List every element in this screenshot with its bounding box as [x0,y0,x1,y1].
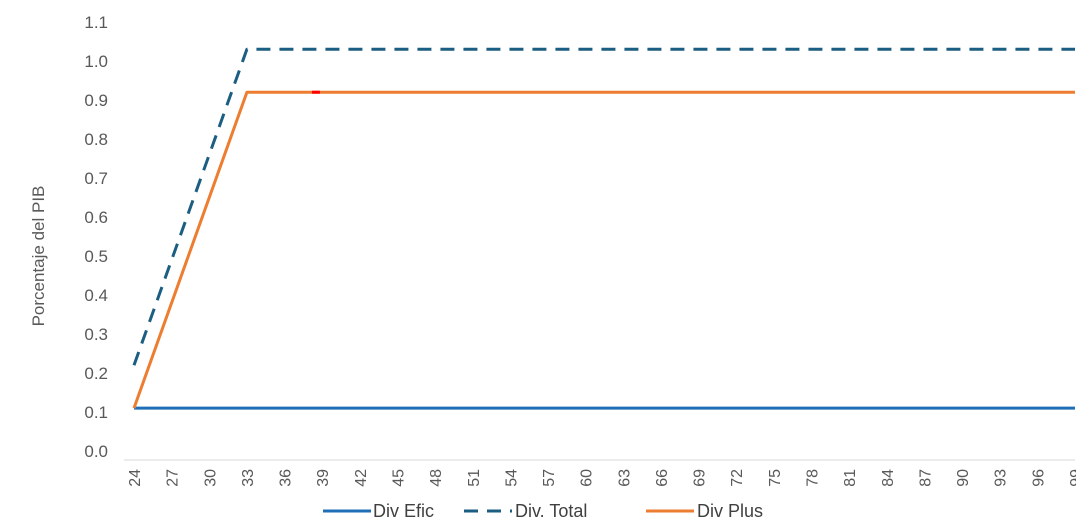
legend-label: Div. Total [515,501,587,521]
x-tick-label: 81 [842,469,859,487]
x-tick-label: 39 [315,469,332,487]
series-line-div-plus [132,90,1075,409]
x-tick-label: 90 [955,469,972,487]
x-tick-label: 63 [616,469,633,487]
x-tick-label: 75 [767,469,784,487]
x-tick-label: 84 [880,469,897,487]
x-tick-label: 78 [805,469,822,487]
legend-label: Div Plus [697,501,763,521]
series-layer [132,47,1075,410]
x-axis-ticks: 24 27 30 33 36 39 42 45 48 51 54 57 60 63 66 69 72 75 78 81… [127,469,1076,487]
x-tick-label: 45 [390,469,407,487]
x-tick-label: 69 [692,469,709,487]
y-tick-label: 0.3 [84,325,108,344]
y-tick-label: 1.1 [84,13,108,32]
y-tick-label: 0.8 [84,130,108,149]
legend-label: Div Efic [373,501,434,521]
x-tick-label: 96 [1030,469,1047,487]
x-tick-label: 87 [917,469,934,487]
x-tick-label: 66 [654,469,671,487]
x-tick-label: 99 [1068,469,1076,487]
x-tick-label: 33 [240,469,257,487]
x-tick-label: 54 [503,469,520,487]
x-tick-label: 60 [579,469,596,487]
y-tick-label: 0.4 [84,286,108,305]
y-tick-label: 0.6 [84,208,108,227]
x-tick-label: 72 [729,469,746,487]
x-tick-label: 51 [466,469,483,487]
x-tick-label: 42 [353,469,370,487]
x-tick-label: 36 [278,469,295,487]
x-tick-label: 30 [202,469,219,487]
legend: Div Efic Div. Total Div Plus [323,501,763,521]
y-tick-label: 0.7 [84,169,108,188]
series-line-div-total [132,47,1075,366]
x-tick-label: 48 [428,469,445,487]
y-tick-label: 1.0 [84,52,108,71]
y-tick-label: 0.0 [84,442,108,461]
y-tick-label: 0.9 [84,91,108,110]
x-tick-label: 93 [993,469,1010,487]
annotation-layer [311,90,320,94]
y-axis-title: Porcentaje del PIB [29,186,48,327]
y-axis-ticks: 0.0 0.1 0.2 0.3 0.4 0.5 0.6 0.7 0.8 0.9 1.0 1.1 [84,13,108,461]
red-marker [311,90,320,94]
x-tick-label: 24 [127,469,144,487]
x-tick-label: 27 [165,469,182,487]
x-tick-label: 57 [541,469,558,487]
y-tick-label: 0.2 [84,364,108,383]
y-tick-label: 0.1 [84,403,108,422]
y-tick-label: 0.5 [84,247,108,266]
